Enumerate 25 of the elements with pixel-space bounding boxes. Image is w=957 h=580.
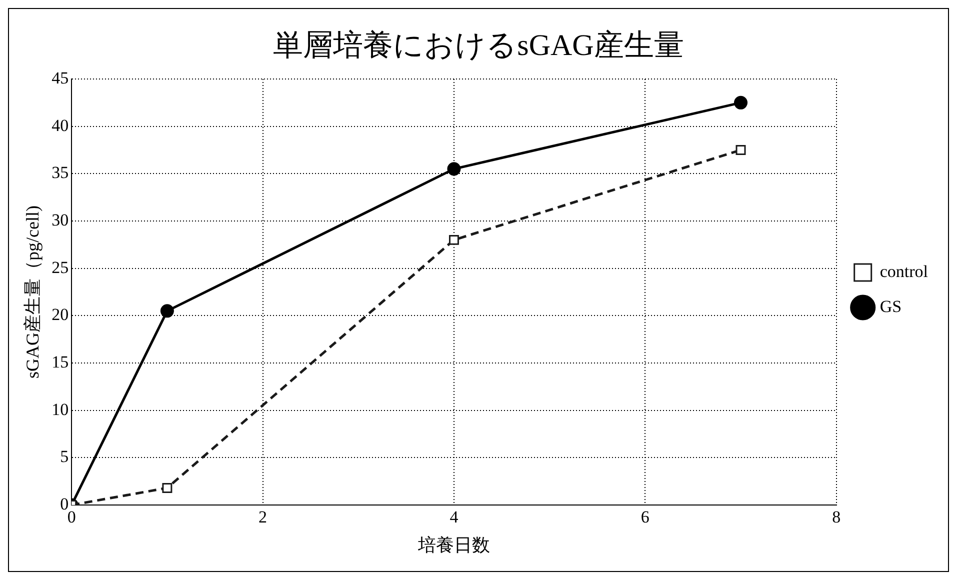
y-axis-title: sGAG産生量（pg/cell) <box>22 206 43 378</box>
legend-label: GS <box>880 296 902 316</box>
y-tick-label: 45 <box>52 68 69 88</box>
y-tick-label: 30 <box>52 210 69 230</box>
point <box>160 304 174 318</box>
y-tick-label: 15 <box>52 352 69 372</box>
y-tick-label: 25 <box>52 258 69 277</box>
y-tick-label: 35 <box>52 163 69 182</box>
x-tick-label: 4 <box>450 508 459 527</box>
y-tick-label: 40 <box>52 116 69 135</box>
y-tick-label: 0 <box>60 494 69 514</box>
y-tick-label: 10 <box>52 400 69 419</box>
point <box>736 145 746 155</box>
x-tick-label: 6 <box>640 508 650 527</box>
x-tick-label: 2 <box>258 508 268 527</box>
x-tick-label: 8 <box>832 508 841 527</box>
y-tick-label: 5 <box>60 447 69 466</box>
x-axis-title: 培養日数 <box>416 534 490 555</box>
y-tick-label: 20 <box>52 305 69 324</box>
point <box>734 96 748 110</box>
chart-title: 単層培養におけるsGAG産生量 <box>273 28 684 62</box>
legend-label: control <box>880 262 928 281</box>
point <box>448 234 459 245</box>
point <box>447 162 461 176</box>
point <box>162 482 172 493</box>
